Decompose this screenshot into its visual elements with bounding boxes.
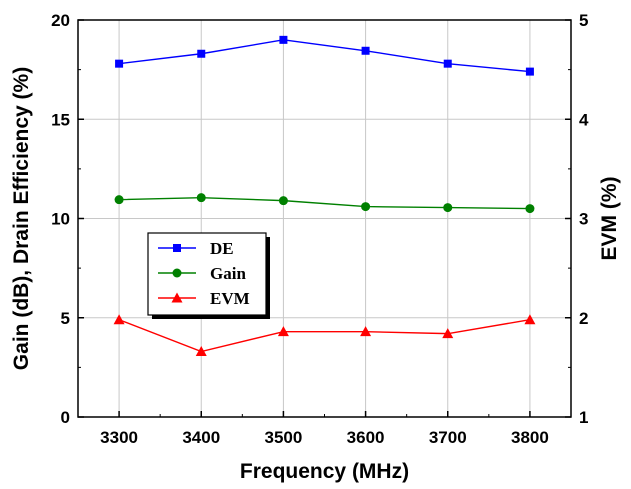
- gain-point: [443, 203, 453, 213]
- de-point: [525, 67, 534, 76]
- x-tick-label: 3500: [265, 428, 303, 447]
- x-tick-label: 3800: [511, 428, 549, 447]
- series-layer: [113, 35, 536, 356]
- gain-point: [361, 202, 371, 212]
- de-point: [115, 59, 124, 68]
- de-point: [443, 59, 452, 68]
- legend-evm-marker: [171, 292, 183, 303]
- y-right-axis-title: EVM (%): [598, 177, 621, 261]
- gain-point: [525, 204, 535, 214]
- y-right-tick-label: 1: [579, 408, 588, 427]
- evm-point: [277, 326, 289, 337]
- x-tick-label: 3300: [100, 428, 138, 447]
- evm-point: [442, 328, 454, 339]
- y-left-axis-title: Gain (dB), Drain Efficiency (%): [10, 67, 33, 370]
- evm-point: [113, 314, 125, 325]
- x-tick-label: 3600: [347, 428, 385, 447]
- y-right-tick-label: 2: [579, 309, 588, 328]
- legend-de-label: DE: [210, 239, 234, 258]
- evm-point: [524, 314, 536, 325]
- gain-point: [114, 195, 124, 205]
- y-left-tick-label: 15: [51, 110, 70, 129]
- gain-point: [278, 196, 288, 206]
- series-evm: [113, 314, 536, 356]
- evm-point: [360, 326, 372, 337]
- y-right-tick-label: 5: [579, 11, 588, 30]
- de-point: [361, 46, 370, 55]
- grid: [78, 19, 571, 418]
- de-point: [197, 49, 206, 58]
- y-right-tick-label: 4: [579, 110, 589, 129]
- legend-gain-label: Gain: [210, 264, 246, 283]
- series-gain: [114, 193, 535, 214]
- legend-evm-label: EVM: [210, 289, 250, 308]
- evm-point: [195, 345, 207, 356]
- series-de: [115, 35, 534, 76]
- de-point: [279, 35, 288, 44]
- gain-line: [119, 196, 530, 210]
- legend-gain-marker: [172, 268, 182, 278]
- y-right-tick-label: 3: [579, 210, 588, 229]
- legend: DE Gain EVM: [147, 232, 270, 319]
- x-tick-label: 3700: [429, 428, 467, 447]
- legend-de-marker: [173, 244, 181, 252]
- de-line: [118, 39, 530, 73]
- gain-point: [196, 193, 206, 203]
- evm-line: [118, 319, 531, 353]
- y-left-tick-label: 20: [51, 11, 70, 30]
- y-left-tick-label: 0: [61, 408, 70, 427]
- y-left-tick-label: 10: [51, 210, 70, 229]
- x-axis-title: Frequency (MHz): [240, 460, 409, 483]
- x-tick-label: 3400: [182, 428, 220, 447]
- legend-box: [147, 232, 267, 316]
- ticks: 3300 3400 3500 3600 3700 3800 0 5 10 15 20 1 2 3 4 5: [51, 11, 589, 447]
- y-left-tick-label: 5: [61, 309, 70, 328]
